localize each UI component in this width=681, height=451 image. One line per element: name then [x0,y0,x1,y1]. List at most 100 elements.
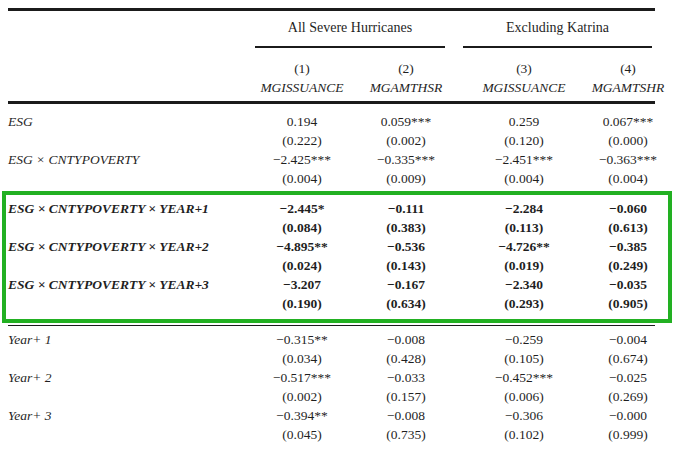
value-cell: −0.000 (0.999) [576,406,680,444]
coefficient: −0.335*** [354,150,458,169]
p-value: (0.120) [472,131,576,150]
coefficient: 0.194 [250,112,354,131]
p-value: (0.004) [250,169,354,188]
value-cell: −0.306 (0.102) [472,406,576,444]
column-number: (2) [354,59,458,78]
column-group-excluding-katrina: Excluding Katrina [463,20,652,36]
table-row: Year+ 1 −0.315** (0.034) −0.008 (0.428) … [0,330,681,368]
p-value: (0.084) [250,218,354,237]
p-value: (0.034) [250,349,354,368]
value-cell: −2.425*** (0.004) [250,150,354,188]
p-value: (0.157) [354,387,458,406]
coefficient: −0.111 [354,199,458,218]
value-cell: −0.025 (0.269) [576,368,680,406]
p-value: (0.634) [354,294,458,313]
coefficient: −2.425*** [250,150,354,169]
value-cell: −0.035 (0.905) [576,275,680,313]
p-value: (0.004) [472,169,576,188]
coefficient: −0.167 [354,275,458,294]
value-cell: −0.004 (0.674) [576,330,680,368]
p-value: (0.613) [576,218,680,237]
column-group-all-severe-hurricanes: All Severe Hurricanes [255,20,445,36]
coefficient: −4.895** [250,237,354,256]
value-cell: −0.385 (0.249) [576,237,680,275]
value-cell: −0.335*** (0.009) [354,150,458,188]
value-cell: −2.340 (0.293) [472,275,576,313]
p-value: (0.905) [576,294,680,313]
coefficient: −0.004 [576,330,680,349]
p-value: (0.269) [576,387,680,406]
value-cell: 0.259 (0.120) [472,112,576,150]
column-variable-name: MGISSUANCE [250,78,354,97]
coefficient: −0.000 [576,406,680,425]
coefficient: −0.517*** [250,368,354,387]
value-cell: −0.167 (0.634) [354,275,458,313]
table-body: ESG 0.194 (0.222) 0.059*** (0.002) 0.259… [0,106,681,444]
p-value: (0.999) [576,425,680,444]
p-value: (0.024) [250,256,354,275]
coefficient: 0.259 [472,112,576,131]
value-cell: −4.895** (0.024) [250,237,354,275]
p-value: (0.113) [472,218,576,237]
regression-results-table: All Severe Hurricanes Excluding Katrina … [0,0,681,451]
value-cell: −0.259 (0.105) [472,330,576,368]
row-label: ESG × CNTYPOVERTY × YEAR+2 [0,237,250,275]
p-value: (0.383) [354,218,458,237]
value-cell: −0.111 (0.383) [354,199,458,237]
p-value: (0.249) [576,256,680,275]
p-value: (0.102) [472,425,576,444]
value-cell: −2.445* (0.084) [250,199,354,237]
column-variable-name: MGAMTSHR [576,78,680,97]
value-cell: −2.284 (0.113) [472,199,576,237]
value-cell: −0.536 (0.143) [354,237,458,275]
p-value: (0.735) [354,425,458,444]
group-underline-left [255,46,445,48]
value-cell: −0.008 (0.428) [354,330,458,368]
row-label: ESG × CNTYPOVERTY [0,150,250,188]
table-row: ESG × CNTYPOVERTY × YEAR+1 −2.445* (0.08… [0,199,681,237]
highlighted-section: ESG × CNTYPOVERTY × YEAR+1 −2.445* (0.08… [0,199,681,313]
column-variable-name: MGAMTHSR [354,78,458,97]
coefficient: −3.207 [250,275,354,294]
row-label: ESG [0,112,250,150]
column-header: (1) MGISSUANCE [250,59,354,97]
table-rule-top [8,8,655,11]
coefficient: −0.259 [472,330,576,349]
value-cell: −0.517*** (0.002) [250,368,354,406]
coefficient: −0.452*** [472,368,576,387]
column-number: (4) [576,59,680,78]
p-value: (0.000) [576,131,680,150]
coefficient: −2.284 [472,199,576,218]
value-cell: −0.033 (0.157) [354,368,458,406]
column-number: (3) [472,59,576,78]
p-value: (0.004) [576,169,680,188]
value-cell: −0.008 (0.735) [354,406,458,444]
coefficient: 0.059*** [354,112,458,131]
group-underline-right [463,46,652,48]
coefficient: −2.445* [250,199,354,218]
p-value: (0.293) [472,294,576,313]
p-value: (0.019) [472,256,576,275]
table-row: Year+ 2 −0.517*** (0.002) −0.033 (0.157)… [0,368,681,406]
value-cell: −3.207 (0.190) [250,275,354,313]
value-cell: −0.315** (0.034) [250,330,354,368]
coefficient: −0.394** [250,406,354,425]
coefficient: −0.025 [576,368,680,387]
table-row: ESG 0.194 (0.222) 0.059*** (0.002) 0.259… [0,112,681,150]
table-row: Year+ 3 −0.394** (0.045) −0.008 (0.735) … [0,406,681,444]
column-header: (3) MGISSUANCE [472,59,576,97]
p-value: (0.045) [250,425,354,444]
p-value: (0.002) [354,131,458,150]
value-cell: −0.363*** (0.004) [576,150,680,188]
column-header: (2) MGAMTHSR [354,59,458,97]
row-label: ESG × CNTYPOVERTY × YEAR+3 [0,275,250,313]
value-cell: −0.060 (0.613) [576,199,680,237]
p-value: (0.222) [250,131,354,150]
p-value: (0.002) [250,387,354,406]
value-cell: 0.194 (0.222) [250,112,354,150]
p-value: (0.428) [354,349,458,368]
coefficient: −0.035 [576,275,680,294]
p-value: (0.143) [354,256,458,275]
table-section: Year+ 1 −0.315** (0.034) −0.008 (0.428) … [0,330,681,444]
row-label: Year+ 1 [0,330,250,368]
